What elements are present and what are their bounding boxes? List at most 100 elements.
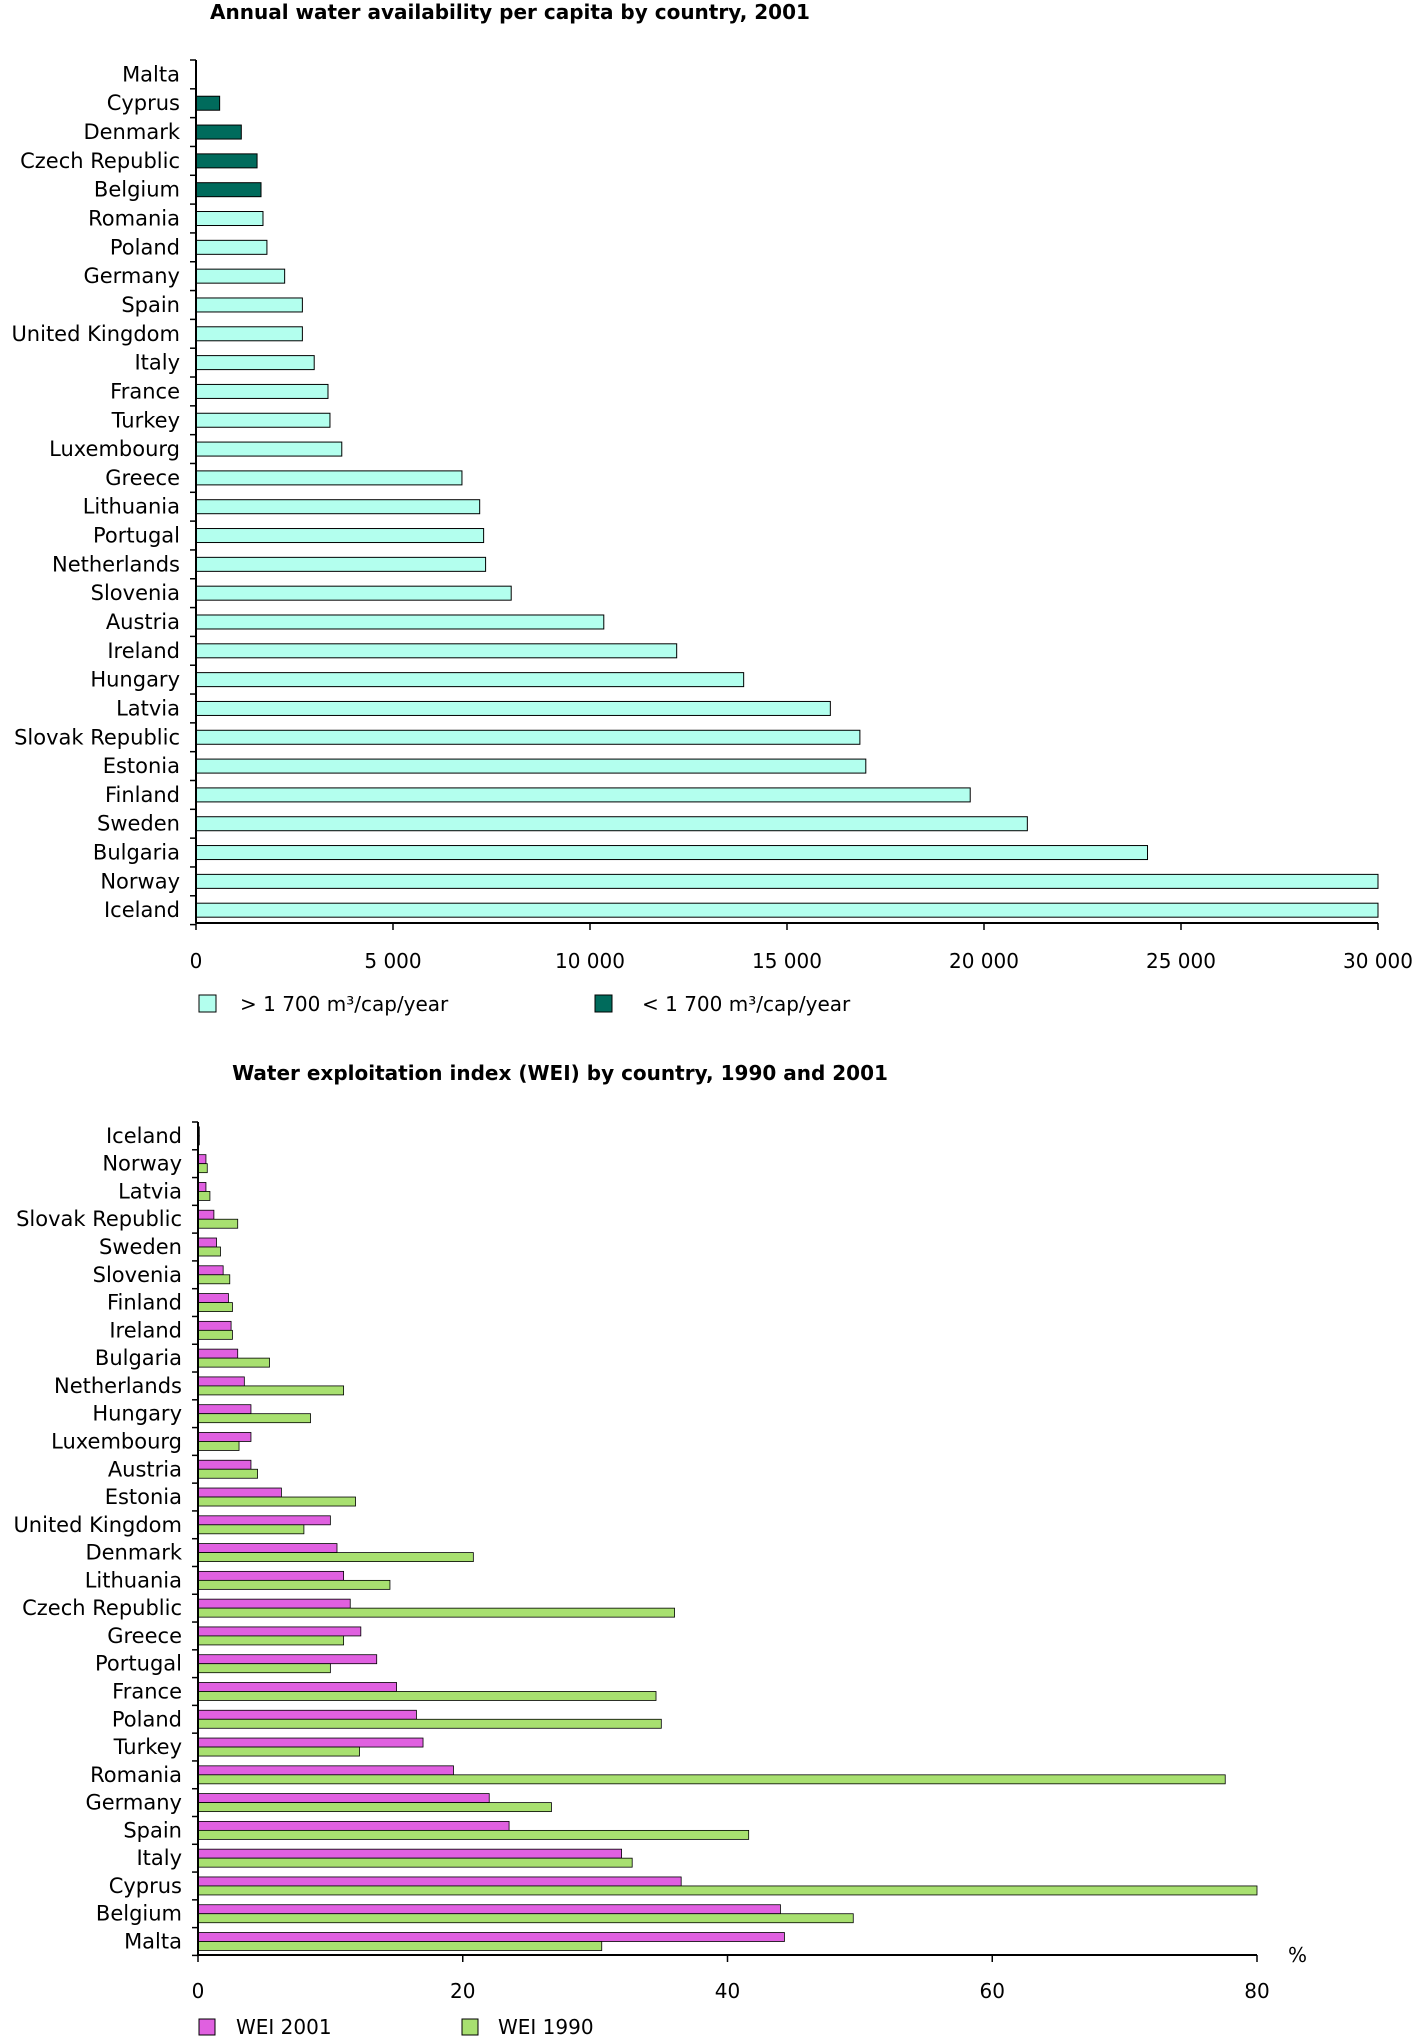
- category-label-estonia: Estonia: [103, 754, 180, 778]
- category-label-greece: Greece: [107, 1624, 182, 1648]
- category-label-italy: Italy: [134, 351, 180, 375]
- category-label-netherlands: Netherlands: [52, 552, 180, 576]
- bar-finland-wei-1990: [197, 1302, 233, 1312]
- chart2-legend: WEI 2001 WEI 1990: [198, 2015, 594, 2039]
- bar-estonia-wei-2001: [197, 1487, 282, 1498]
- bar-netherlands: [195, 556, 487, 572]
- bar-bulgaria-wei-1990: [197, 1357, 270, 1368]
- x-tick-label: 20 000: [949, 949, 1019, 973]
- bar-united-kingdom-wei-2001: [197, 1515, 331, 1526]
- bar-netherlands-wei-1990: [197, 1385, 345, 1396]
- bar-cyprus-wei-2001: [197, 1876, 682, 1887]
- category-label-austria: Austria: [108, 1457, 182, 1481]
- bar-ireland-wei-2001: [197, 1320, 232, 1331]
- bar-united-kingdom: [195, 326, 303, 342]
- category-label-spain: Spain: [123, 1818, 182, 1842]
- bar-malta-wei-1990: [197, 1941, 603, 1951]
- category-label-austria: Austria: [106, 610, 180, 634]
- bar-latvia-wei-2001: [197, 1182, 207, 1192]
- bar-turkey: [195, 412, 331, 428]
- category-label-iceland: Iceland: [106, 1124, 182, 1148]
- bar-norway-wei-1990: [197, 1163, 208, 1174]
- legend-label-above: > 1 700 m³/cap/year: [240, 992, 449, 1016]
- category-label-latvia: Latvia: [116, 696, 180, 720]
- legend-label-wei1990: WEI 1990: [498, 2015, 594, 2038]
- x-tick-label: 0: [192, 1979, 205, 2003]
- category-label-bulgaria: Bulgaria: [95, 1346, 182, 1370]
- bar-spain: [195, 297, 303, 313]
- category-label-romania: Romania: [88, 207, 180, 231]
- bar-bulgaria: [195, 845, 1149, 861]
- bar-finland-wei-2001: [197, 1293, 229, 1303]
- chart2-tick-labels: 0 20 40 60 80: [192, 1979, 1270, 2003]
- bar-portugal-wei-2001: [197, 1654, 378, 1665]
- legend-swatch-wei1990: [461, 2018, 479, 2036]
- category-label-portugal: Portugal: [93, 524, 180, 548]
- bar-czech-republic-wei-1990: [197, 1607, 675, 1618]
- category-label-turkey: Turkey: [113, 1735, 182, 1759]
- bar-ireland-wei-1990: [197, 1329, 233, 1340]
- bar-lithuania: [195, 499, 481, 515]
- category-label-latvia: Latvia: [118, 1179, 182, 1203]
- bar-greece: [195, 470, 463, 486]
- bar-germany-wei-2001: [197, 1793, 490, 1804]
- category-label-denmark: Denmark: [83, 120, 180, 144]
- bar-sweden-wei-2001: [197, 1237, 217, 1248]
- bar-norway: [195, 873, 1379, 889]
- category-label-lithuania: Lithuania: [85, 1568, 182, 1592]
- x-tick-label: 5 000: [364, 949, 421, 973]
- bar-czech-republic-wei-2001: [197, 1598, 351, 1609]
- category-label-netherlands: Netherlands: [54, 1374, 182, 1398]
- category-label-luxembourg: Luxembourg: [49, 437, 180, 461]
- category-label-finland: Finland: [107, 1291, 182, 1315]
- bar-denmark-wei-1990: [197, 1552, 474, 1562]
- bar-norway-wei-2001: [197, 1154, 207, 1165]
- category-label-belgium: Belgium: [94, 178, 180, 202]
- bar-latvia: [195, 700, 831, 716]
- category-label-bulgaria: Bulgaria: [93, 841, 180, 865]
- category-label-lithuania: Lithuania: [83, 495, 180, 519]
- bar-netherlands-wei-2001: [197, 1376, 245, 1387]
- chart1-title: Annual water availability per capita by …: [210, 0, 810, 24]
- bar-slovenia: [195, 585, 512, 601]
- bar-portugal: [195, 528, 485, 544]
- category-label-spain: Spain: [121, 293, 180, 317]
- category-label-hungary: Hungary: [90, 668, 180, 692]
- bar-italy-wei-1990: [197, 1857, 633, 1868]
- bar-austria: [195, 614, 605, 630]
- category-label-portugal: Portugal: [95, 1652, 182, 1676]
- bar-united-kingdom-wei-1990: [197, 1524, 305, 1535]
- category-label-czech-republic: Czech Republic: [22, 1596, 182, 1620]
- category-label-slovak-republic: Slovak Republic: [14, 725, 180, 749]
- category-label-norway: Norway: [102, 1152, 182, 1176]
- bar-hungary-wei-1990: [197, 1413, 311, 1424]
- category-label-slovenia: Slovenia: [91, 581, 180, 605]
- bar-slovak-republic-wei-1990: [197, 1218, 239, 1229]
- bar-ireland: [195, 643, 678, 659]
- bar-belgium-wei-2001: [197, 1904, 781, 1915]
- bar-belgium-wei-1990: [197, 1913, 854, 1924]
- category-label-slovenia: Slovenia: [93, 1263, 182, 1287]
- x-tick-label: 80: [1244, 1979, 1269, 2003]
- legend-swatch-wei2001: [198, 2018, 216, 2036]
- category-label-italy: Italy: [136, 1846, 182, 1870]
- bar-germany-wei-1990: [197, 1802, 552, 1813]
- category-label-united-kingdom: United Kingdom: [13, 1513, 182, 1537]
- bar-france-wei-2001: [197, 1682, 397, 1692]
- chart1-legend: > 1 700 m³/cap/year < 1 700 m³/cap/year: [198, 992, 851, 1016]
- category-label-sweden: Sweden: [97, 812, 180, 836]
- bar-turkey-wei-1990: [197, 1746, 360, 1757]
- bar-estonia-wei-1990: [197, 1496, 356, 1507]
- x-tick-label: 0: [190, 949, 203, 973]
- category-label-norway: Norway: [100, 869, 180, 893]
- bar-portugal-wei-1990: [197, 1663, 331, 1674]
- category-label-estonia: Estonia: [105, 1485, 182, 1509]
- x-tick-label: 10 000: [555, 949, 625, 973]
- chart-availability: Annual water availability per capita by …: [11, 0, 1413, 1016]
- legend-label-wei2001: WEI 2001: [236, 2015, 332, 2038]
- bar-finland: [195, 787, 971, 803]
- bar-france: [195, 383, 329, 399]
- category-label-cyprus: Cyprus: [107, 91, 180, 115]
- bar-denmark-wei-2001: [197, 1543, 338, 1553]
